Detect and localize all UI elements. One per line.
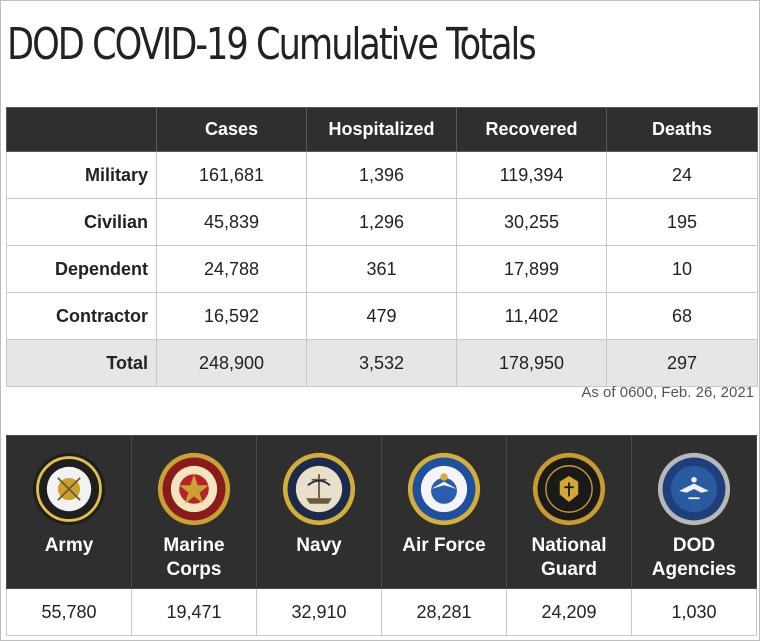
cumulative-totals-table: Cases Hospitalized Recovered Deaths Mili… [6,107,758,387]
cases-cell: 248,900 [156,339,307,387]
deaths-cell: 68 [606,292,758,340]
branch-header-cell: Army [6,435,132,589]
branch-values-row: 55,780 19,471 32,910 28,281 24,209 1,030 [6,588,757,636]
branch-value-cell: 28,281 [381,588,507,636]
hospitalized-cell: 3,532 [306,339,457,387]
page-title: DOD COVID-19 Cumulative Totals [7,19,537,70]
header-cell-cases: Cases [156,107,307,152]
table-row: Dependent 24,788 361 17,899 10 [6,245,758,293]
row-label: Civilian [6,198,157,246]
table-row: Military 161,681 1,396 119,394 24 [6,151,758,199]
table-row: Contractor 16,592 479 11,402 68 [6,292,758,340]
deaths-cell: 10 [606,245,758,293]
recovered-cell: 11,402 [456,292,607,340]
header-cell [6,107,157,152]
table-row: Civilian 45,839 1,296 30,255 195 [6,198,758,246]
branch-value-cell: 24,209 [506,588,632,636]
deaths-cell: 195 [606,198,758,246]
header-cell-hospitalized: Hospitalized [306,107,457,152]
hospitalized-cell: 1,396 [306,151,457,199]
dod-seal-icon [657,452,731,526]
row-label: Military [6,151,157,199]
branch-totals-table: Army Marine Corps Navy [6,435,757,636]
header-cell-deaths: Deaths [606,107,758,152]
branch-name: Army [44,535,94,556]
cases-cell: 45,839 [156,198,307,246]
cases-cell: 16,592 [156,292,307,340]
branch-header-cell: Navy [256,435,382,589]
recovered-cell: 119,394 [456,151,607,199]
recovered-cell: 30,255 [456,198,607,246]
air-force-seal-icon [407,452,481,526]
branch-value-cell: 1,030 [631,588,757,636]
army-seal-icon [32,452,106,526]
branch-header-row: Army Marine Corps Navy [6,435,757,589]
header-cell-recovered: Recovered [456,107,607,152]
recovered-cell: 178,950 [456,339,607,387]
total-row: Total 248,900 3,532 178,950 297 [6,339,758,387]
row-label: Contractor [6,292,157,340]
navy-seal-icon [282,452,356,526]
cases-cell: 161,681 [156,151,307,199]
recovered-cell: 17,899 [456,245,607,293]
branch-header-cell: National Guard [506,435,632,589]
branch-name: Marine Corps [163,535,225,580]
branch-name: National Guard [531,535,607,580]
as-of-timestamp: As of 0600, Feb. 26, 2021 [581,384,754,401]
deaths-cell: 24 [606,151,758,199]
branch-value-cell: 19,471 [131,588,257,636]
branch-name: Air Force [402,535,486,556]
branch-value-cell: 55,780 [6,588,132,636]
row-label: Dependent [6,245,157,293]
row-label: Total [6,339,157,387]
branch-header-cell: Air Force [381,435,507,589]
branch-name: DOD Agencies [651,535,737,580]
marine-corps-seal-icon [157,452,231,526]
hospitalized-cell: 479 [306,292,457,340]
branch-header-cell: Marine Corps [131,435,257,589]
header-row: Cases Hospitalized Recovered Deaths [6,107,758,152]
cases-cell: 24,788 [156,245,307,293]
branch-value-cell: 32,910 [256,588,382,636]
hospitalized-cell: 1,296 [306,198,457,246]
branch-header-cell: DOD Agencies [631,435,757,589]
national-guard-seal-icon [532,452,606,526]
branch-name: Navy [296,535,342,556]
hospitalized-cell: 361 [306,245,457,293]
deaths-cell: 297 [606,339,758,387]
